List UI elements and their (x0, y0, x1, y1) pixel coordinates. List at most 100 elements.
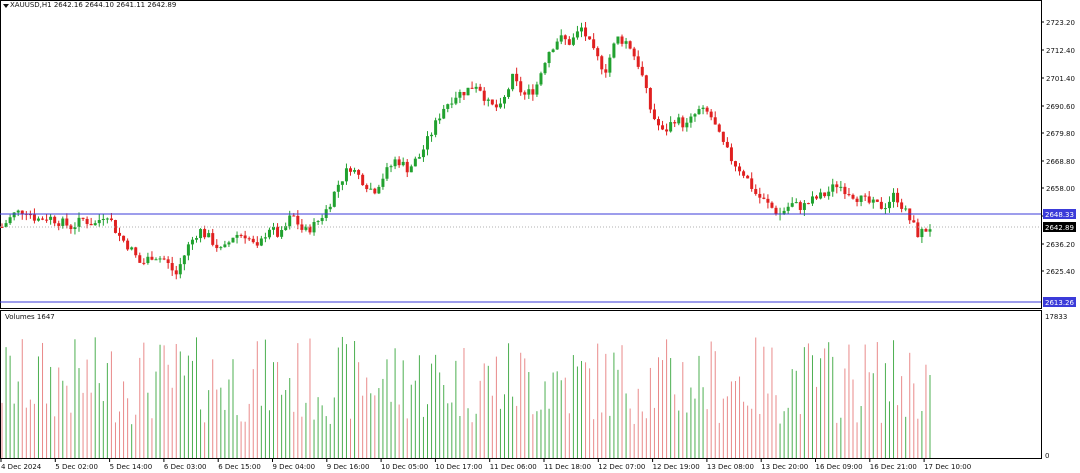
candle-body (616, 36, 620, 44)
candle-body (709, 111, 713, 118)
candle-body (105, 218, 109, 220)
time-label: 16 Dec 09:00 (816, 463, 863, 471)
candle-body (109, 218, 113, 221)
candle-body (705, 107, 709, 112)
candle-body (486, 99, 490, 101)
candle-body (758, 193, 762, 198)
candle-body (426, 136, 430, 150)
time-label: 5 Dec 14:00 (110, 463, 153, 471)
candle-body (377, 186, 381, 194)
candle-body (361, 174, 365, 186)
candle-body (782, 210, 786, 214)
candle-body (519, 81, 523, 93)
candle-body (887, 201, 891, 209)
candle-body (28, 214, 32, 216)
time-label: 9 Dec 16:00 (327, 463, 370, 471)
candle-body (738, 166, 742, 172)
candle-body (774, 207, 778, 215)
candle-body (332, 191, 336, 207)
time-label: 6 Dec 15:00 (218, 463, 261, 471)
upper-level-tag (1043, 209, 1076, 219)
candle-body (178, 264, 182, 275)
candle-body (122, 235, 126, 241)
candle-body (608, 57, 612, 73)
time-label: 6 Dec 03:00 (164, 463, 207, 471)
candle-body (867, 196, 871, 203)
candle-body (381, 178, 385, 187)
candle-body (344, 168, 348, 182)
time-label: 9 Dec 04:00 (273, 463, 316, 471)
candle-body (446, 104, 450, 109)
candle-body (243, 235, 247, 239)
volumes-layer (1, 336, 931, 458)
candle-body (316, 221, 320, 223)
time-axis: 4 Dec 2024 5 Dec 02:00 5 Dec 14:00 6 Dec 03… (0, 459, 971, 471)
candle-body (300, 224, 304, 230)
current-price-label: 2642.89 (1045, 224, 1074, 232)
candle-body (385, 167, 389, 179)
time-label: 10 Dec 05:00 (381, 463, 428, 471)
candle-body (207, 233, 211, 238)
candle-body (511, 73, 515, 90)
candle-body (365, 185, 369, 190)
candle-body (523, 92, 527, 95)
price-axis: 2723.20 2712.40 2701.40 2690.60 2679.80 2668.… (1041, 19, 1075, 276)
candle-body (912, 220, 916, 223)
candle-body (182, 255, 186, 265)
candle-body (349, 168, 353, 172)
candle-body (130, 247, 134, 250)
candle-body (681, 117, 685, 128)
candle-body (61, 218, 65, 226)
candle-body (717, 124, 721, 132)
candle-body (515, 73, 519, 82)
candle-body (126, 240, 130, 250)
candle-body (320, 217, 324, 222)
candle-body (8, 217, 12, 224)
candle-body (450, 103, 454, 105)
price-tick-label: 2658.00 (1046, 185, 1075, 193)
candle-body (689, 116, 693, 123)
candle-body (685, 122, 689, 128)
candle-body (373, 188, 377, 194)
candle-body (502, 96, 506, 104)
candle-body (312, 222, 316, 233)
candle-body (620, 36, 624, 44)
candle-body (798, 202, 802, 210)
time-label: 12 Dec 19:00 (653, 463, 700, 471)
candle-body (32, 214, 36, 221)
candle-body (482, 90, 486, 101)
time-label: 11 Dec 18:00 (544, 463, 591, 471)
chevron-down-icon[interactable] (3, 4, 9, 8)
candle-body (146, 256, 150, 264)
candle-body (928, 229, 932, 232)
candle-body (632, 48, 636, 57)
candle-body (815, 196, 819, 199)
candle-body (174, 270, 178, 275)
candle-body (430, 134, 434, 137)
candle-body (567, 39, 571, 45)
candle-body (584, 27, 588, 37)
candle-body (579, 27, 583, 32)
candle-body (304, 226, 308, 230)
candle-body (81, 217, 85, 219)
upper-level-label: 2648.33 (1045, 211, 1074, 219)
candle-body (284, 226, 288, 231)
candle-body (77, 217, 81, 228)
volume-max-label: 17833 (1045, 313, 1067, 321)
candle-body (65, 218, 69, 226)
candle-body (219, 247, 223, 249)
candle-body (393, 159, 397, 167)
candle-body (835, 184, 839, 188)
price-panel[interactable] (0, 0, 1042, 309)
candle-body (559, 35, 563, 42)
candle-body (49, 216, 53, 220)
candle-body (340, 181, 344, 185)
candle-body (555, 41, 559, 50)
candle-body (507, 89, 511, 97)
candle-body (227, 242, 231, 245)
price-tick-label: 2701.40 (1046, 75, 1075, 83)
candle-body (742, 171, 746, 176)
candle-body (470, 87, 474, 89)
candle-body (806, 203, 810, 205)
candle-body (166, 259, 170, 264)
